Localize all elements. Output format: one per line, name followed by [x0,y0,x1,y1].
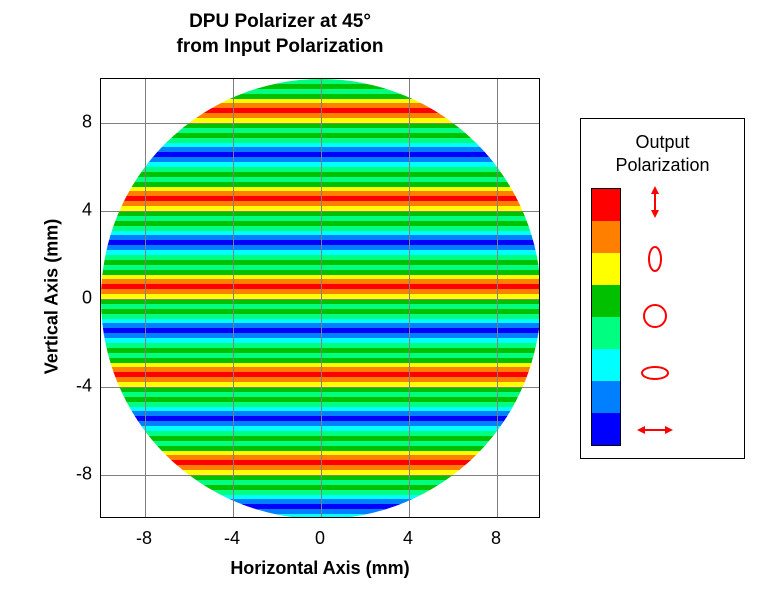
grid-line-v [145,79,146,517]
circle-icon [637,304,673,328]
x-tick-label: 4 [388,528,428,549]
colorbar-cell [592,349,620,381]
chart-title: DPU Polarizer at 45° from Input Polariza… [0,10,560,59]
grid-line-h [101,475,539,476]
y-axis-label: Vertical Axis (mm) [42,77,63,517]
x-tick-label: -4 [212,528,252,549]
x-axis-label: Horizontal Axis (mm) [100,558,540,579]
vertical-arrow-icon [637,190,673,214]
x-tick-label: 0 [300,528,340,549]
colorbar-cell [592,381,620,413]
colorbar-cell [592,413,620,445]
colorbar [591,188,621,446]
title-line-2: from Input Polarization [0,35,560,60]
grid-line-h [101,387,539,388]
colorbar-cell [592,253,620,285]
title-line-1: DPU Polarizer at 45° [0,10,560,35]
legend-title-line-1: Output [591,131,734,154]
grid-line-h [101,123,539,124]
x-tick-label: -8 [124,528,164,549]
plot-area [100,78,540,518]
grid-line-v [321,79,322,517]
legend-title: Output Polarization [591,131,734,178]
grid-line-v [497,79,498,517]
legend-icons [637,188,673,444]
legend-title-line-2: Polarization [591,154,734,177]
grid-line-h [101,211,539,212]
horizontal-ellipse-icon [637,361,673,385]
horizontal-arrow-icon [637,418,673,442]
grid-line-h [101,299,539,300]
vertical-ellipse-icon [637,247,673,271]
figure-container: DPU Polarizer at 45° from Input Polariza… [0,0,780,600]
legend-body [591,188,734,446]
grid-line-v [233,79,234,517]
x-tick-label: 8 [476,528,516,549]
legend-box: Output Polarization [580,118,745,459]
colorbar-cell [592,221,620,253]
colorbar-cell [592,285,620,317]
colorbar-cell [592,317,620,349]
grid-line-v [409,79,410,517]
colorbar-cell [592,189,620,221]
